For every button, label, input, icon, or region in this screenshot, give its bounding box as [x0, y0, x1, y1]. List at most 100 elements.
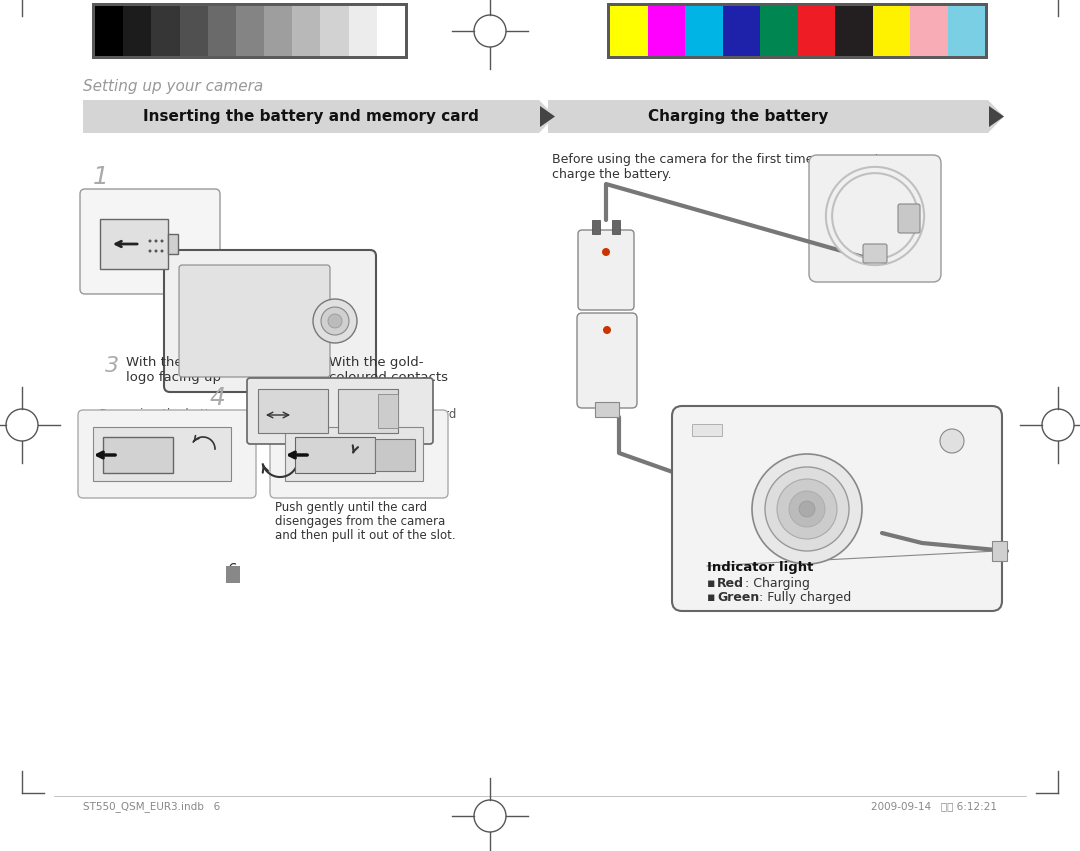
Bar	[607, 3, 988, 59]
Text: coloured contacts: coloured contacts	[329, 371, 448, 384]
Polygon shape	[83, 100, 555, 133]
Text: Indicator light: Indicator light	[707, 561, 813, 574]
Text: facing up: facing up	[329, 386, 391, 399]
Circle shape	[603, 326, 611, 334]
Bar	[692, 424, 723, 436]
Circle shape	[161, 239, 163, 243]
Bar	[760, 6, 797, 56]
Bar	[610, 6, 648, 56]
Bar	[151, 6, 179, 56]
Bar	[207, 6, 235, 56]
Bar	[123, 6, 151, 56]
Circle shape	[149, 249, 151, 253]
Circle shape	[313, 299, 357, 343]
Bar	[226, 566, 240, 583]
FancyBboxPatch shape	[577, 313, 637, 408]
Text: 2009-09-14   오후 6:12:21: 2009-09-14 오후 6:12:21	[870, 801, 997, 811]
Text: 1: 1	[93, 165, 109, 189]
Text: Red: Red	[717, 577, 744, 590]
Bar	[723, 6, 760, 56]
Text: 6: 6	[228, 563, 238, 578]
Bar	[910, 6, 947, 56]
Bar	[378, 394, 399, 428]
Bar	[947, 6, 985, 56]
Bar	[168, 234, 178, 254]
Bar	[293, 6, 321, 56]
Polygon shape	[548, 100, 1004, 133]
Bar	[349, 6, 377, 56]
Circle shape	[777, 479, 837, 539]
Text: Charging the battery: Charging the battery	[648, 109, 828, 124]
FancyBboxPatch shape	[863, 244, 887, 263]
Text: ▼  Removing the memory card: ▼ Removing the memory card	[275, 408, 457, 421]
Text: : Fully charged: : Fully charged	[759, 591, 851, 604]
Circle shape	[789, 491, 825, 527]
FancyBboxPatch shape	[179, 265, 330, 377]
Text: 4: 4	[210, 386, 226, 410]
FancyBboxPatch shape	[672, 406, 1002, 611]
Text: and then pull it out of the slot.: and then pull it out of the slot.	[275, 529, 456, 542]
Circle shape	[161, 249, 163, 253]
Text: Before using the camera for the first time, you must: Before using the camera for the first ti…	[552, 153, 879, 166]
Text: : Charging: : Charging	[745, 577, 810, 590]
FancyBboxPatch shape	[897, 204, 920, 233]
Bar	[375, 439, 415, 471]
Text: ST550_QSM_EUR3.indb   6: ST550_QSM_EUR3.indb 6	[83, 801, 220, 812]
FancyBboxPatch shape	[809, 155, 941, 282]
Bar	[873, 6, 910, 56]
Circle shape	[149, 239, 151, 243]
FancyBboxPatch shape	[164, 250, 376, 392]
Bar	[648, 6, 685, 56]
FancyBboxPatch shape	[578, 230, 634, 310]
Bar	[685, 6, 723, 56]
Bar	[295, 437, 375, 473]
Circle shape	[328, 314, 342, 328]
Polygon shape	[540, 106, 555, 127]
Bar	[595, 402, 619, 417]
Circle shape	[752, 454, 862, 564]
FancyBboxPatch shape	[247, 378, 433, 444]
Bar	[285, 427, 423, 481]
Polygon shape	[989, 106, 1004, 127]
Bar	[103, 437, 173, 473]
Text: 3: 3	[105, 356, 119, 376]
Bar	[258, 389, 328, 433]
Text: Push gently until the card: Push gently until the card	[275, 501, 427, 514]
Circle shape	[154, 239, 158, 243]
Text: charge the battery.: charge the battery.	[552, 168, 672, 181]
Circle shape	[940, 429, 964, 453]
Text: Inserting the battery and memory card: Inserting the battery and memory card	[143, 109, 478, 124]
Circle shape	[799, 501, 815, 517]
Bar	[93, 427, 231, 481]
Text: 2: 2	[308, 356, 322, 376]
Text: With the Samsung: With the Samsung	[126, 356, 248, 369]
Bar	[265, 6, 293, 56]
Bar	[592, 220, 600, 234]
Bar	[92, 3, 408, 59]
Circle shape	[154, 249, 158, 253]
Bar	[179, 6, 207, 56]
Text: logo facing up: logo facing up	[126, 371, 221, 384]
FancyBboxPatch shape	[80, 189, 220, 294]
Bar	[338, 389, 399, 433]
Circle shape	[765, 467, 849, 551]
FancyBboxPatch shape	[78, 410, 256, 498]
Bar	[321, 6, 349, 56]
Text: ▪: ▪	[707, 577, 719, 590]
Bar	[612, 220, 620, 234]
Bar	[377, 6, 405, 56]
FancyBboxPatch shape	[270, 410, 448, 498]
Text: ▼  Removing the battery: ▼ Removing the battery	[83, 408, 229, 421]
Circle shape	[602, 248, 610, 256]
Text: disengages from the camera: disengages from the camera	[275, 515, 445, 528]
Bar	[797, 6, 835, 56]
Text: With the gold-: With the gold-	[329, 356, 423, 369]
Bar	[835, 6, 873, 56]
Text: ▪: ▪	[707, 591, 719, 604]
Bar	[235, 6, 265, 56]
Bar	[95, 6, 123, 56]
Bar	[100, 219, 168, 269]
Circle shape	[321, 307, 349, 335]
Text: Green: Green	[717, 591, 759, 604]
Text: Setting up your camera: Setting up your camera	[83, 79, 264, 94]
